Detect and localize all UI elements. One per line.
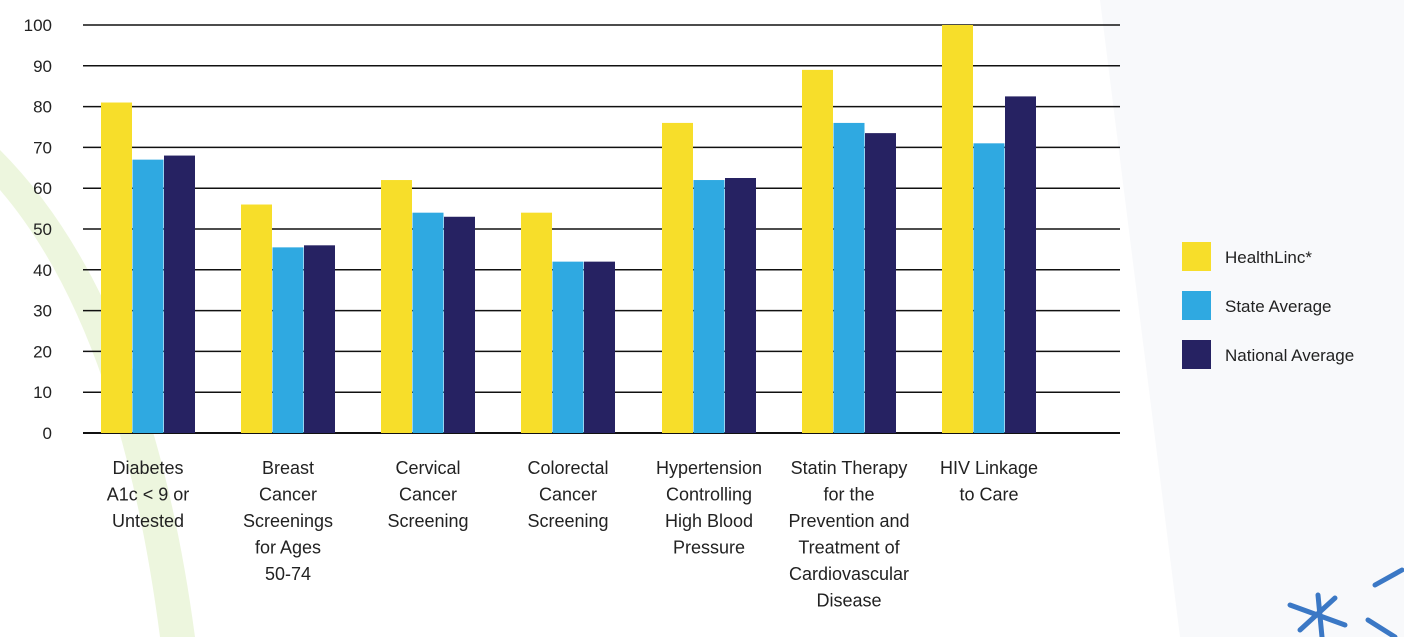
- bar: [584, 261, 615, 433]
- legend-label: National Average: [1225, 346, 1354, 365]
- category-label: Diabetes A1c < 9 or Untested: [107, 458, 190, 531]
- legend-label: HealthLinc*: [1225, 248, 1312, 267]
- y-tick-label: 100: [24, 16, 52, 35]
- y-axis-ticks: 0 10 20 30 40 50 60 70 80 90 100: [24, 16, 52, 443]
- bar: [412, 212, 444, 433]
- y-tick-label: 0: [43, 424, 52, 443]
- bar: [942, 25, 973, 433]
- y-tick-label: 40: [33, 261, 52, 280]
- bar: [725, 178, 756, 433]
- y-tick-label: 90: [33, 57, 52, 76]
- bar: [802, 69, 833, 433]
- bar: [444, 216, 475, 433]
- bar: [552, 261, 584, 433]
- legend: HealthLinc* State Average National Average: [1182, 242, 1354, 369]
- category-label: Statin Therapy for the Prevention and Treat…: [788, 458, 909, 611]
- bar: [272, 247, 304, 433]
- bars: [101, 25, 1036, 434]
- legend-swatch: [1182, 242, 1211, 271]
- legend-swatch: [1182, 340, 1211, 369]
- bar: [833, 122, 865, 434]
- category-label: Cervical Cancer Screening: [387, 458, 468, 531]
- bar: [101, 102, 132, 434]
- category-label: Breast Cancer Screenings for Ages 50-74: [243, 458, 333, 584]
- y-tick-label: 20: [33, 342, 52, 361]
- bar: [521, 212, 552, 433]
- bar: [381, 180, 412, 433]
- category-label: Hypertension Controlling High Blood Pressur…: [656, 458, 762, 558]
- bar: [241, 204, 272, 433]
- y-tick-label: 80: [33, 98, 52, 117]
- y-tick-label: 30: [33, 302, 52, 321]
- bar: [662, 122, 693, 434]
- y-tick-label: 50: [33, 220, 52, 239]
- bar: [865, 133, 896, 433]
- bar: [973, 143, 1005, 433]
- legend-label: State Average: [1225, 297, 1332, 316]
- bar: [132, 159, 164, 433]
- y-tick-label: 70: [33, 138, 52, 157]
- bar: [1005, 96, 1036, 434]
- y-tick-label: 10: [33, 383, 52, 402]
- category-labels: Diabetes A1c < 9 or Untested Breast Cancer Sc…: [107, 458, 1038, 611]
- bar: [304, 245, 335, 433]
- y-tick-label: 60: [33, 179, 52, 198]
- category-label: HIV Linkage to Care: [940, 458, 1038, 505]
- bar: [693, 180, 725, 433]
- legend-swatch: [1182, 291, 1211, 320]
- bar: [164, 155, 195, 433]
- category-label: Colorectal Cancer Screening: [527, 458, 608, 531]
- snowflake-icon: [1287, 567, 1404, 637]
